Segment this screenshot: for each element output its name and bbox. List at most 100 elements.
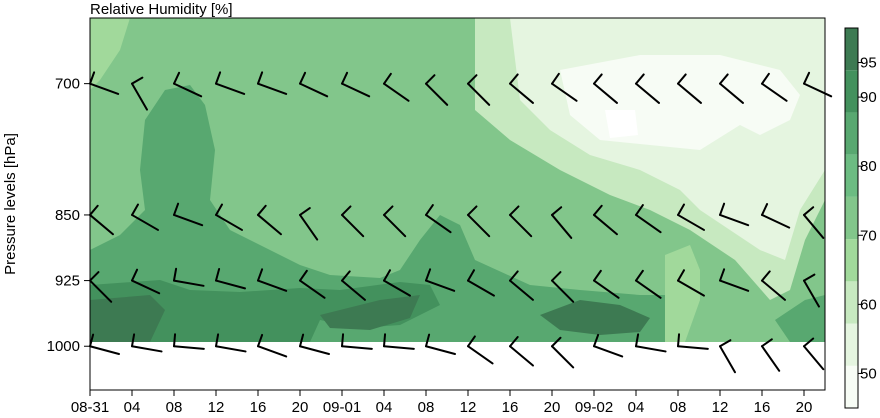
wind-barb-feather [341, 270, 351, 282]
wind-barb-shaft [131, 82, 148, 111]
wind-barb-shaft [719, 345, 736, 374]
wind-barb-shaft [89, 82, 120, 95]
wind-barb-shaft [719, 82, 744, 104]
wind-barb-shaft [215, 279, 246, 290]
wind-barb-shaft [551, 279, 575, 303]
wind-barb-feather [467, 335, 476, 348]
wind-barb-shaft [677, 82, 702, 104]
wind-barb-feather [173, 202, 180, 216]
wind-barb-shaft [719, 279, 750, 292]
wind-barb-shaft [257, 345, 288, 358]
wind-barb-shaft [677, 279, 705, 297]
wind-barb-shaft [215, 82, 246, 95]
wind-barb-feather [425, 333, 431, 348]
y-axis-label: Pressure levels [hPa] [2, 133, 19, 275]
wind-barb-feather [803, 273, 816, 282]
wind-barb-feather [299, 71, 307, 85]
wind-barb-shaft [341, 82, 371, 98]
wind-barb-feather [551, 206, 563, 216]
wind-barb-feather [425, 204, 434, 216]
x-tick-label: 12 [208, 399, 225, 416]
wind-barb-shaft [89, 279, 113, 303]
colorbar-band [845, 28, 858, 71]
y-tick-label: 1000 [47, 338, 80, 355]
x-tick-label: 04 [124, 399, 141, 416]
wind-barb-shaft [341, 345, 373, 350]
x-tick-label: 08 [670, 399, 687, 416]
x-tick-label: 04 [628, 399, 645, 416]
x-tick-label: 20 [544, 399, 561, 416]
x-tick-label: 04 [376, 399, 393, 416]
wind-barb-shaft [467, 345, 494, 365]
wind-barb-shaft [509, 279, 534, 301]
wind-barb-shaft [593, 82, 618, 104]
wind-barb-feather [719, 339, 732, 348]
wind-barb-shaft [299, 213, 319, 241]
wind-barb-feather [89, 333, 95, 348]
wind-barb-shaft [509, 345, 534, 367]
colorbar-band [845, 154, 858, 197]
wind-barb-shaft [257, 82, 288, 95]
wind-barb-feather [215, 71, 222, 85]
wind-barb-feather [299, 269, 308, 282]
colorbar-band [845, 323, 858, 366]
wind-barb-feather [215, 333, 220, 348]
x-tick-label: 08 [418, 399, 435, 416]
chart-title: Relative Humidity [%] [90, 1, 233, 18]
rh-band-85-right [665, 245, 700, 342]
x-tick-label: 09-01 [323, 399, 361, 416]
wind-barb-feather [509, 336, 519, 348]
wind-barb-feather [467, 205, 478, 216]
x-tick-label: 08 [166, 399, 183, 416]
wind-barb-feather [257, 268, 264, 282]
wind-barb-shaft [383, 279, 411, 297]
wind-barb-feather [467, 74, 478, 85]
wind-barb-shaft [89, 345, 120, 355]
wind-barbs [89, 71, 833, 374]
wind-barb-feather [761, 338, 773, 348]
wind-barb-feather [677, 333, 681, 348]
y-tick-label: 925 [55, 273, 80, 290]
wind-barb-shaft [173, 82, 203, 98]
wind-barb-feather [215, 267, 221, 282]
wind-barb-feather [593, 73, 603, 85]
x-tick-label: 20 [796, 399, 813, 416]
wind-barb-shaft [635, 82, 660, 104]
wind-barb-feather [509, 205, 520, 216]
wind-barb-feather [551, 271, 562, 282]
wind-barb-shaft [509, 82, 534, 104]
wind-barb-shaft [509, 213, 533, 238]
wind-barb-shaft [551, 82, 578, 102]
wind-barb-shaft [383, 213, 407, 238]
colorbar-frame [844, 27, 859, 409]
wind-barb-shaft [593, 213, 618, 236]
wind-barb-feather [131, 268, 139, 282]
wind-barb-feather [551, 336, 562, 348]
wind-barb-feather [677, 269, 685, 282]
wind-barb-feather [131, 333, 136, 348]
rh-band-95-right [540, 300, 650, 335]
wind-barb-feather [383, 72, 392, 85]
wind-barb-feather [383, 205, 394, 216]
colorbar-tick-label: 70 [860, 227, 877, 244]
wind-barb-shaft [383, 82, 410, 102]
wind-barb-feather [803, 206, 815, 216]
x-tick-label: 20 [292, 399, 309, 416]
wind-barb-feather [257, 71, 264, 85]
y-axis: 700 850 925 1000 [47, 76, 90, 355]
colorbar-band [845, 70, 858, 113]
wind-barb-feather [635, 269, 644, 282]
wind-barb-shaft [467, 279, 495, 297]
wind-barb-shaft [425, 345, 456, 355]
wind-barb-feather [299, 207, 311, 216]
colorbar: 50 60 70 80 90 95 [844, 27, 877, 409]
colorbar-tick-label: 60 [860, 296, 877, 313]
wind-barb-shaft [299, 279, 326, 299]
x-tick-label: 09-02 [575, 399, 613, 416]
colorbar-band [845, 112, 858, 155]
plot-frame [89, 17, 826, 391]
wind-barb-shaft [215, 345, 247, 353]
colorbar-band [845, 196, 858, 240]
wind-barb-shaft [425, 279, 456, 292]
wind-barb-feather [215, 203, 223, 216]
